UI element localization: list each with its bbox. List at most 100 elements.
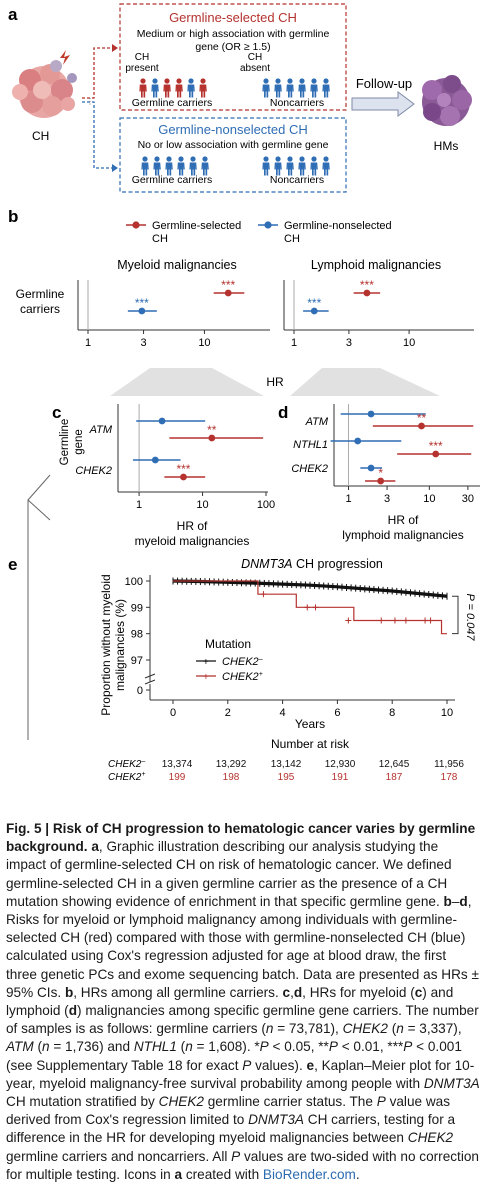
ch-cell-cluster-icon <box>12 50 77 118</box>
c-atm-selected-point <box>208 434 216 442</box>
d-nthl1-nonselected-point <box>354 437 362 445</box>
risk-label-pos-gene: CHEK2 <box>108 772 142 783</box>
km-xlabel: Years <box>295 717 325 731</box>
svg-text:+: + <box>203 657 209 668</box>
risk-table-values: 13,374 13,292 13,142 12,930 12,645 11,956 199 1… <box>162 759 465 783</box>
panel-c-forest-plot: 1 10 100***** <box>117 404 275 511</box>
d-chek2-nonselected-point <box>367 464 375 472</box>
panel-a-label: a <box>8 5 18 24</box>
km-legend-pos: CHEK2+ <box>222 671 263 683</box>
km-legend-neg: CHEK2– <box>222 656 263 668</box>
figure-caption: Fig. 5 | Risk of CH progression to hemat… <box>6 821 480 1182</box>
ch-absent-label: CH <box>248 52 262 63</box>
germline-nonselected-box <box>119 117 347 193</box>
ch-absent-label-2: absent <box>240 63 270 74</box>
risk-cell: 191 <box>332 772 349 783</box>
d-chek2-selected-sig: * <box>378 466 383 480</box>
nonselected-title: Germline-nonselected CH <box>158 122 308 137</box>
risk-cell: 13,374 <box>162 759 193 770</box>
risk-label-neg: CHEK2– <box>108 758 145 770</box>
km-ytick-label-zero: 0 <box>137 685 143 697</box>
km-pvalue-bracket <box>452 595 459 635</box>
km-title-rest: CH progression <box>293 557 383 571</box>
km-legend-neg-sup: – <box>258 656 263 663</box>
risk-cell: 13,142 <box>271 759 302 770</box>
km-pos-censor <box>345 617 352 624</box>
panel-d-label: d <box>278 403 288 422</box>
c-chek2-selected-sig: *** <box>176 462 190 476</box>
nonselected-noncarriers-label: Noncarriers <box>270 174 324 186</box>
germline-selected-box <box>119 3 347 111</box>
lymphoid-title: Lymphoid malignancies <box>311 258 441 272</box>
nonselected-carriers-people-icon <box>141 156 209 176</box>
c-tick-label: 1 <box>136 499 142 511</box>
km-xtick-label: 0 <box>170 707 176 719</box>
km-pos-censor <box>427 617 434 624</box>
c-chek2-nonselected-point <box>151 456 159 464</box>
c-chek2-selected-point <box>180 473 187 481</box>
nonselected-noncarriers-people-icon <box>262 156 330 176</box>
selected-noncarriers-label: Noncarriers <box>270 97 324 109</box>
b-nonselected-0-sig: *** <box>135 296 149 310</box>
d-nthl1-selected-point <box>432 450 440 458</box>
hms-label: HMs <box>434 139 459 153</box>
c-atm-selected-sig: ** <box>207 423 217 437</box>
gene-axis-label-2: gene <box>73 429 85 455</box>
ch-present-label-2: present <box>125 63 159 74</box>
panel-d-xlabel-2: lymphoid malignancies <box>342 528 463 542</box>
row-label-carriers: carriers <box>20 302 60 316</box>
panel-c-xlabel-1: HR of <box>177 519 208 533</box>
panel-e-label: e <box>8 555 17 574</box>
arrow-to-selected <box>82 47 112 99</box>
gene-chek2-c: CHEK2 <box>75 465 112 477</box>
gene-axis-label: Germline <box>59 419 71 466</box>
risk-label-pos: CHEK2+ <box>108 771 145 783</box>
b-panel-0-tick-label: 3 <box>140 337 146 349</box>
legend-nonselected-label-2: CH <box>284 233 300 245</box>
km-ytick-label: 97 <box>131 655 143 667</box>
followup-label: Follow-up <box>356 76 412 91</box>
row-label-germline: Germline <box>16 287 65 301</box>
selected-desc-1: Medium or high association with germline <box>137 28 330 40</box>
b-panel-1-tick-label: 10 <box>403 337 415 349</box>
d-atm-selected-sig: ** <box>417 411 427 425</box>
d-tick-label: 30 <box>462 493 474 505</box>
nonselected-carriers-label: Germline carriers <box>132 174 213 186</box>
d-tick-label: 3 <box>384 493 390 505</box>
c-atm-nonselected-point <box>158 417 166 425</box>
km-legend: Mutation + CHEK2– + CHEK2+ <box>196 637 263 683</box>
km-xtick-label: 2 <box>225 707 231 719</box>
d-atm-selected-point <box>418 422 425 430</box>
risk-cell: 199 <box>169 772 186 783</box>
legend-selected-label: Germline-selected <box>152 220 241 232</box>
km-chek2-pos-curve <box>173 580 447 635</box>
b-panel-1-tick-label: 3 <box>346 337 352 349</box>
b-nonselected-1-point <box>310 307 318 315</box>
tree-connector <box>27 474 51 740</box>
risk-table-title: Number at risk <box>271 737 350 751</box>
km-ylabel-2: malignancies (%) <box>113 599 127 691</box>
ch-label: CH <box>32 129 49 143</box>
km-ylabel-1: Proportion without myeloid <box>99 574 113 715</box>
ch-present-label: CH <box>135 52 149 63</box>
km-legend-pos-sup: + <box>259 671 263 678</box>
b-selected-1-point <box>363 289 371 297</box>
figure-5: a CH ⋮ Germline-selected CH Medium or hi… <box>8 3 480 783</box>
panel-c-xlabel-2: myeloid malignancies <box>135 534 250 548</box>
risk-label-neg-sup: – <box>140 758 145 765</box>
km-legend-neg-gene: CHEK2 <box>222 656 259 668</box>
noncarriers-people-icon <box>262 78 330 98</box>
km-pvalue: P = 0.047 <box>464 594 476 642</box>
legend-selected-label-2: CH <box>152 233 168 245</box>
panel-c-label: c <box>52 403 61 422</box>
b-nonselected-1-sig: *** <box>307 296 321 310</box>
panel-d-xlabel-1: HR of <box>388 513 419 527</box>
km-pos-censor <box>422 617 429 624</box>
legend-nonselected-label: Germline-nonselected <box>284 220 392 232</box>
gene-atm-d: ATM <box>305 416 329 428</box>
km-ytick-label: 100 <box>125 576 143 588</box>
panel-b-xlabel: HR <box>266 375 284 389</box>
c-tick-label: 100 <box>257 499 275 511</box>
b-panel-0-tick-label: 10 <box>198 337 210 349</box>
zoom-lymphoid <box>290 368 440 396</box>
